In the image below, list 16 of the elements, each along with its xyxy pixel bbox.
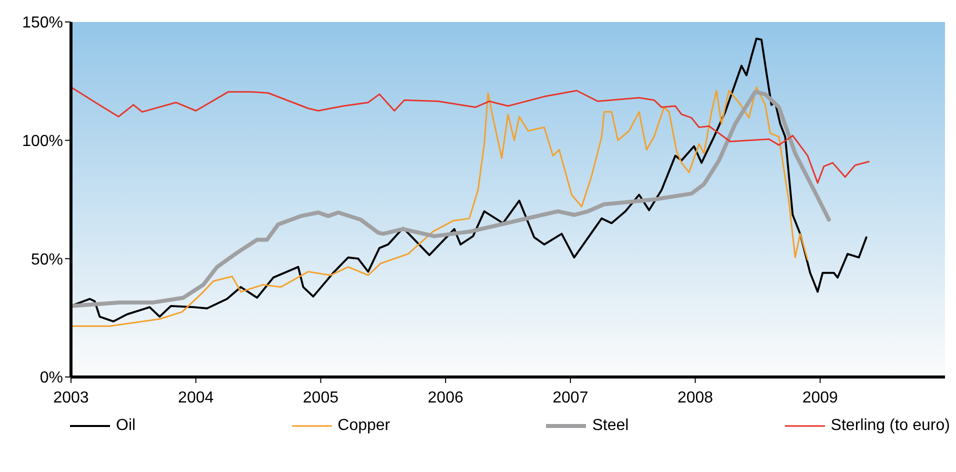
legend-label: Steel [592, 417, 629, 435]
y-tick-label: 50% [30, 251, 63, 268]
legend-label: Oil [116, 417, 136, 435]
legend-label: Copper [338, 417, 390, 435]
x-tick-label: 2004 [178, 389, 214, 406]
x-tick-label: 2009 [802, 389, 838, 406]
x-tick-label: 2008 [677, 389, 714, 406]
x-tick-label: 2006 [428, 389, 464, 406]
line-series [71, 86, 870, 184]
x-tick-label: 2005 [302, 389, 339, 406]
legend-label: Sterling (to euro) [830, 417, 950, 435]
x-tick-label: 2003 [53, 389, 89, 406]
x-tick-label: 2007 [552, 389, 588, 406]
y-tick-label: 150% [22, 14, 63, 32]
y-tick-label: 100% [22, 133, 63, 150]
y-tick-label: 0% [40, 370, 63, 387]
